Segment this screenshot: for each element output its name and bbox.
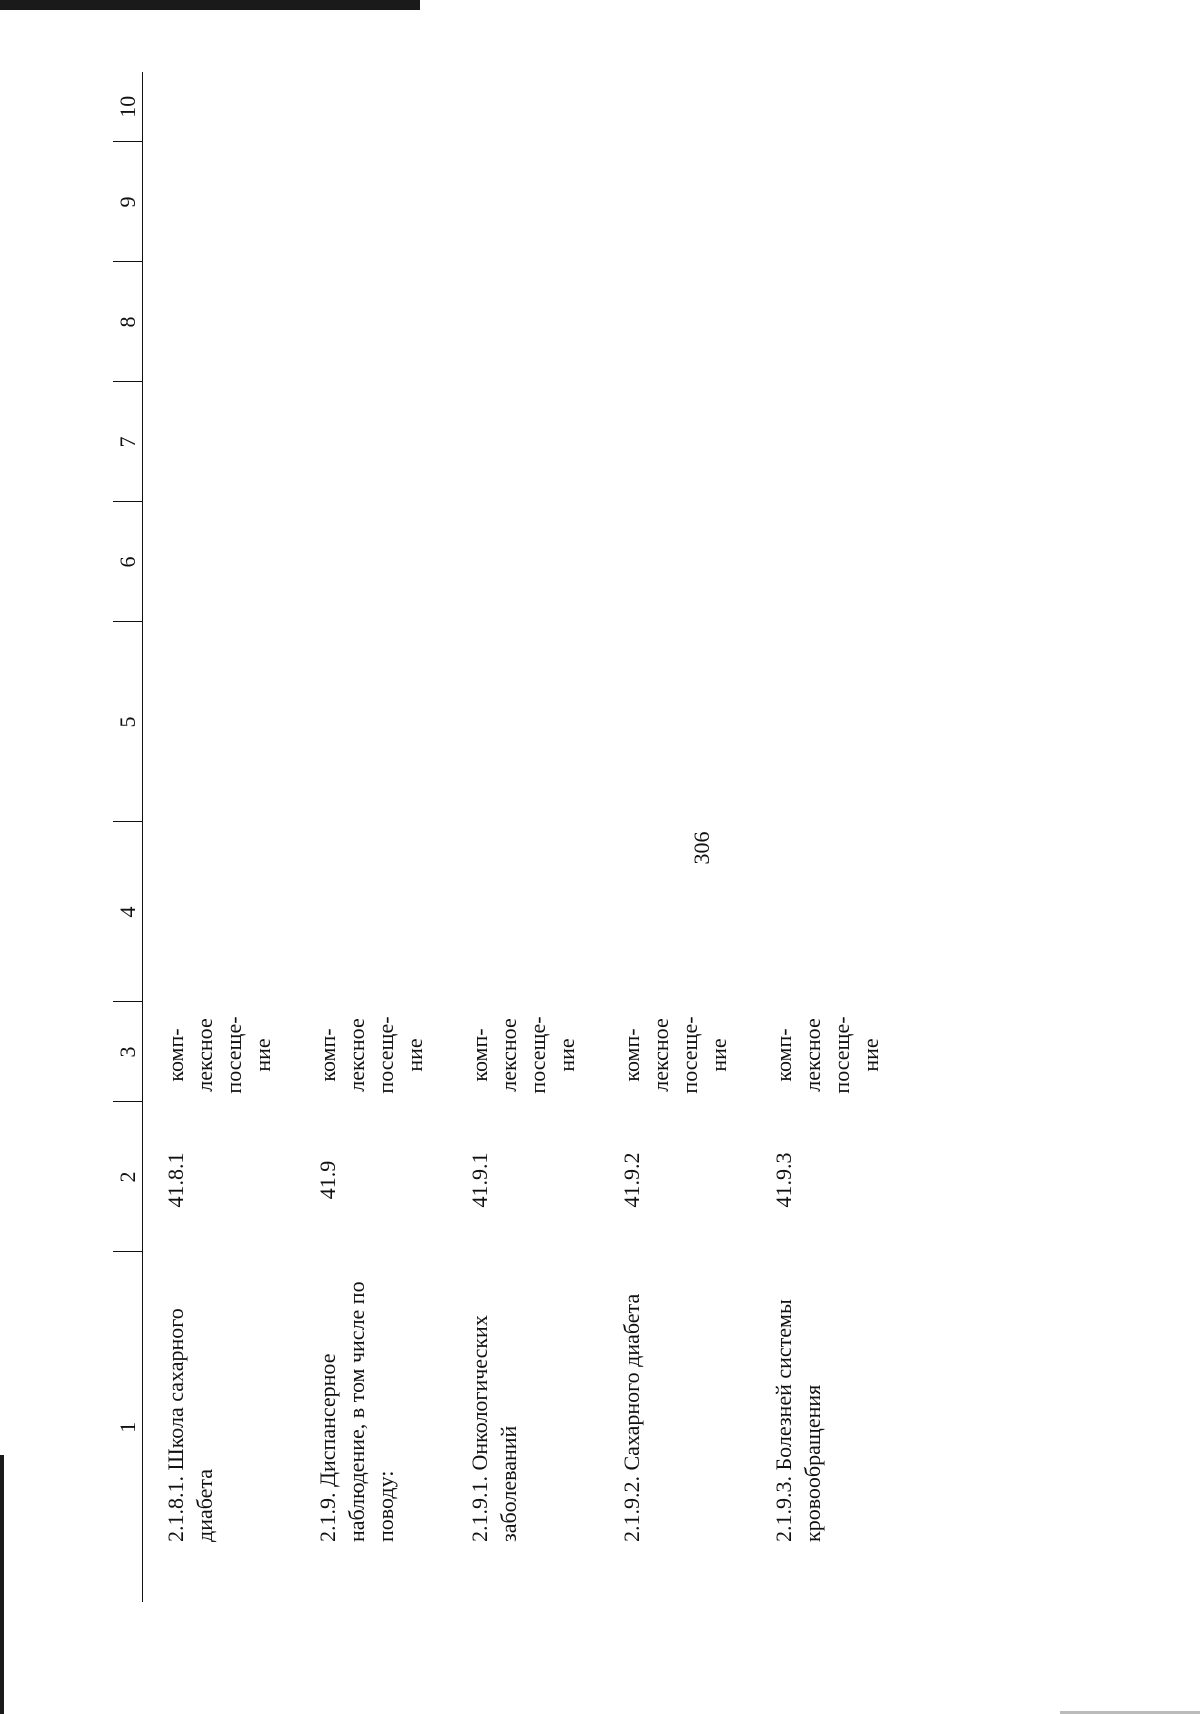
- column-header: 1: [113, 1252, 143, 1602]
- row-unit: комп-лексное посеще-ние: [315, 1016, 427, 1094]
- header-row: 1 2 3 4 5 6 7 8 9 10: [113, 72, 143, 1602]
- table-row: 2.1.9.2. Сахарного диабета 41.9.2 комп-л…: [599, 72, 751, 1602]
- rotated-table-wrapper: 1 2 3 4 5 6 7 8 9 10 2.1.8.1. Школа саха…: [113, 72, 883, 1602]
- row-unit: комп-лексное посеще-ние: [771, 1016, 883, 1094]
- row-code: 41.9: [315, 1160, 340, 1200]
- row-name: 2.1.9.3. Болезней системы кровообращения: [771, 1299, 825, 1542]
- row-code: 41.9.2: [619, 1152, 644, 1208]
- data-table: 1 2 3 4 5 6 7 8 9 10 2.1.8.1. Школа саха…: [113, 72, 903, 1602]
- table-row: 2.1.9. Диспансерное наблюдение, в том чи…: [295, 72, 447, 1602]
- row-code: 41.8.1: [163, 1152, 188, 1208]
- column-header: 6: [113, 502, 143, 622]
- column-header: 2: [113, 1102, 143, 1252]
- row-name: 2.1.9. Диспансерное наблюдение, в том чи…: [315, 1281, 398, 1542]
- scan-edge-left: [0, 1455, 4, 1714]
- row-unit: комп-лексное посеще-ние: [619, 1016, 731, 1094]
- scan-edge-top: [0, 0, 420, 10]
- column-header: 5: [113, 622, 143, 822]
- row-unit: комп-лексное посеще-ние: [467, 1016, 579, 1094]
- column-header: 3: [113, 1002, 143, 1102]
- row-name: 2.1.9.1. Онкологических заболеваний: [467, 1315, 521, 1542]
- column-header: 7: [113, 382, 143, 502]
- column-header: 4: [113, 822, 143, 1002]
- row-name: 2.1.8.1. Школа сахарного диабета: [163, 1308, 217, 1542]
- row-code: 41.9.3: [771, 1152, 796, 1208]
- row-name: 2.1.9.2. Сахарного диабета: [619, 1293, 644, 1542]
- row-unit: комп-лексное посеще-ние: [163, 1016, 275, 1094]
- row-code: 41.9.1: [467, 1152, 492, 1208]
- scan-edge-bottom: [1060, 1711, 1200, 1714]
- column-header: 9: [113, 142, 143, 262]
- column-header: 8: [113, 262, 143, 382]
- table-row: 2.1.9.3. Болезней системы кровообращения…: [751, 72, 903, 1602]
- table-row: 2.1.9.1. Онкологических заболеваний 41.9…: [447, 72, 599, 1602]
- table-row: 2.1.8.1. Школа сахарного диабета 41.8.1 …: [143, 72, 296, 1602]
- column-header: 10: [113, 72, 143, 142]
